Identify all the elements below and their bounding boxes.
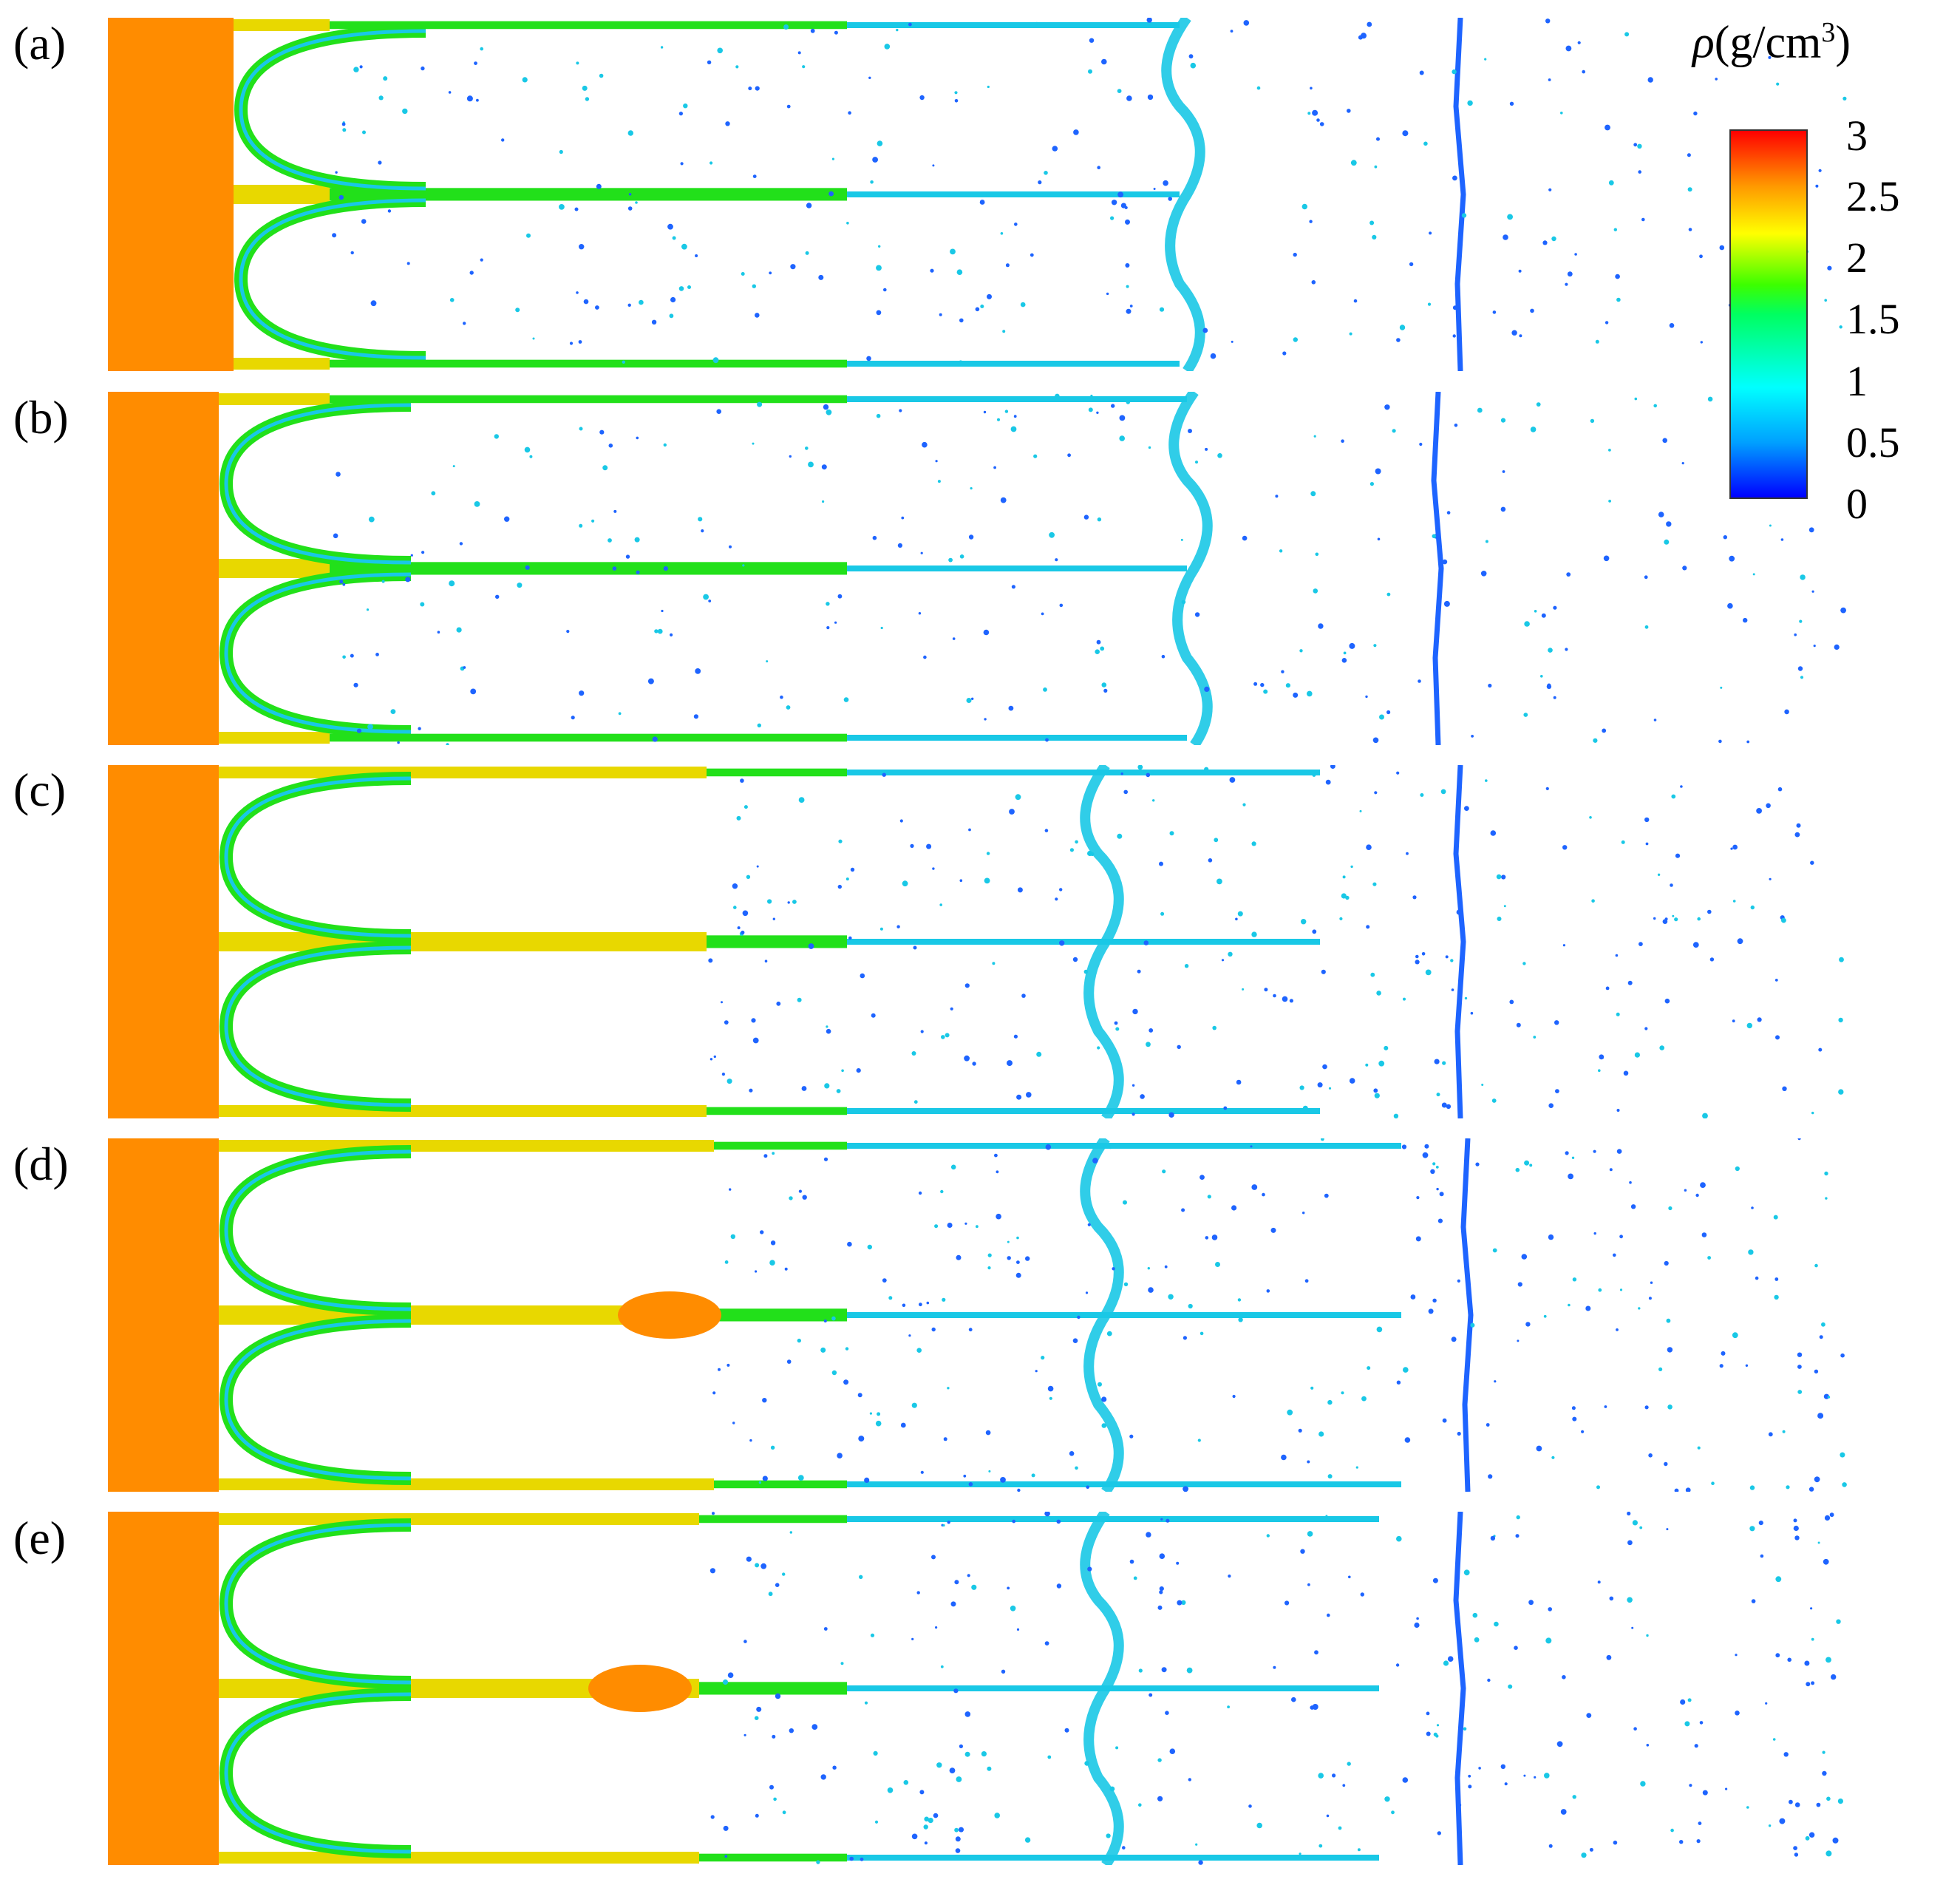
panel-label-e: (e) xyxy=(13,1512,67,1564)
colorbar-unit-exponent: 3 xyxy=(1821,17,1836,48)
colorbar-tick-1: 1 xyxy=(1846,357,1868,405)
colorbar-tick-2: 2 xyxy=(1846,234,1868,282)
panel-d xyxy=(108,1138,1956,1492)
density-field-e xyxy=(108,1512,1843,1865)
colorbar-tick-1-5: 1.5 xyxy=(1846,295,1900,343)
panel-a xyxy=(108,18,1956,371)
colorbar-title: ρ(g/cm3) xyxy=(1692,16,1851,69)
panel-label-b: (b) xyxy=(13,391,69,444)
density-field-b xyxy=(108,392,1847,745)
panel-e xyxy=(108,1512,1956,1865)
panel-label-c: (c) xyxy=(13,764,67,816)
colorbar-tick-2-5: 2.5 xyxy=(1846,172,1900,220)
colorbar-unit-suffix: ) xyxy=(1835,17,1851,68)
colorbar-tick-0-5: 0.5 xyxy=(1846,418,1900,466)
panel-label-a: (a) xyxy=(13,17,67,69)
panel-c xyxy=(108,765,1956,1118)
colorbar-tick-0: 0 xyxy=(1846,480,1868,528)
density-field-a xyxy=(108,18,1847,371)
density-field-d xyxy=(108,1138,1847,1492)
density-field-c xyxy=(108,765,1844,1118)
panel-label-d: (d) xyxy=(13,1138,69,1190)
colorbar-tick-3: 3 xyxy=(1846,112,1868,160)
colorbar-unit-prefix: (g/cm xyxy=(1714,17,1822,68)
density-symbol: ρ xyxy=(1692,17,1715,68)
panel-b xyxy=(108,392,1956,745)
colorbar xyxy=(1729,129,1808,499)
